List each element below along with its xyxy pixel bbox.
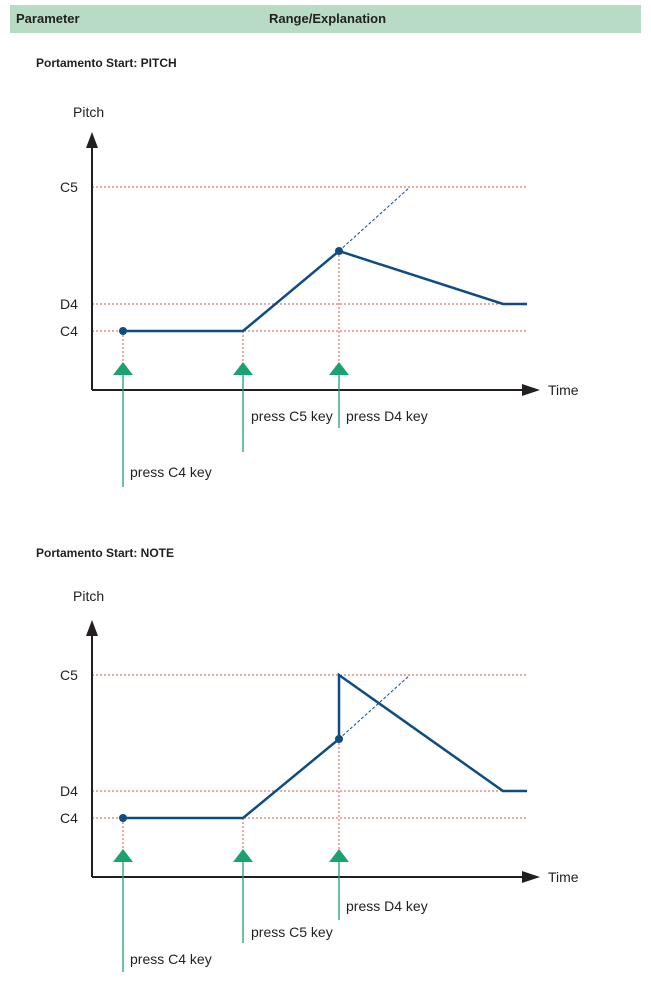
y-axis-arrowhead — [86, 620, 98, 636]
diagram-note: Pitch Time C5 D4 C4 press C4 key press C… — [60, 588, 579, 972]
header-parameter: Parameter — [16, 11, 80, 26]
x-axis-arrowhead — [522, 871, 540, 883]
pitch-label-c5: C5 — [60, 179, 78, 195]
portamento-extension-dashed — [338, 674, 411, 740]
x-axis-label: Time — [548, 382, 579, 398]
press-d4-arrowhead — [329, 849, 349, 862]
press-c5-arrowhead — [233, 849, 253, 862]
pitch-curve — [123, 672, 527, 820]
pitch-label-d4: D4 — [60, 296, 78, 312]
diagram-pitch-title: Portamento Start: PITCH — [36, 56, 177, 70]
y-axis-label: Pitch — [73, 588, 104, 604]
press-c4-label: press C4 key — [130, 951, 212, 967]
pitch-label-c4: C4 — [60, 323, 78, 339]
press-d4-arrowhead — [329, 362, 349, 375]
d4-press-point — [335, 735, 343, 743]
press-d4-label: press D4 key — [346, 408, 428, 424]
diagram-pitch: Pitch Time C5 D4 C4 press C4 key press C… — [60, 104, 579, 487]
table-header — [10, 5, 641, 33]
press-c5-label: press C5 key — [251, 924, 333, 940]
press-c4-arrowhead — [113, 362, 133, 375]
pitch-curve — [123, 249, 527, 333]
diagram-note-title: Portamento Start: NOTE — [36, 546, 175, 560]
press-d4-label: press D4 key — [346, 898, 428, 914]
press-c4-label: press C4 key — [130, 464, 212, 480]
press-c5-arrowhead — [233, 362, 253, 375]
press-c5-label: press C5 key — [251, 408, 333, 424]
start-point — [119, 814, 127, 822]
pitch-label-c4: C4 — [60, 810, 78, 826]
y-axis-label: Pitch — [73, 104, 104, 120]
x-axis-arrowhead — [522, 384, 540, 396]
portamento-extension-dashed — [338, 186, 411, 252]
y-axis-arrowhead — [86, 132, 98, 148]
start-point — [119, 327, 127, 335]
pitch-label-c5: C5 — [60, 667, 78, 683]
pitch-label-d4: D4 — [60, 783, 78, 799]
header-range-explanation: Range/Explanation — [269, 11, 387, 26]
x-axis-label: Time — [548, 869, 579, 885]
d4-press-point — [335, 247, 343, 255]
press-c4-arrowhead — [113, 849, 133, 862]
